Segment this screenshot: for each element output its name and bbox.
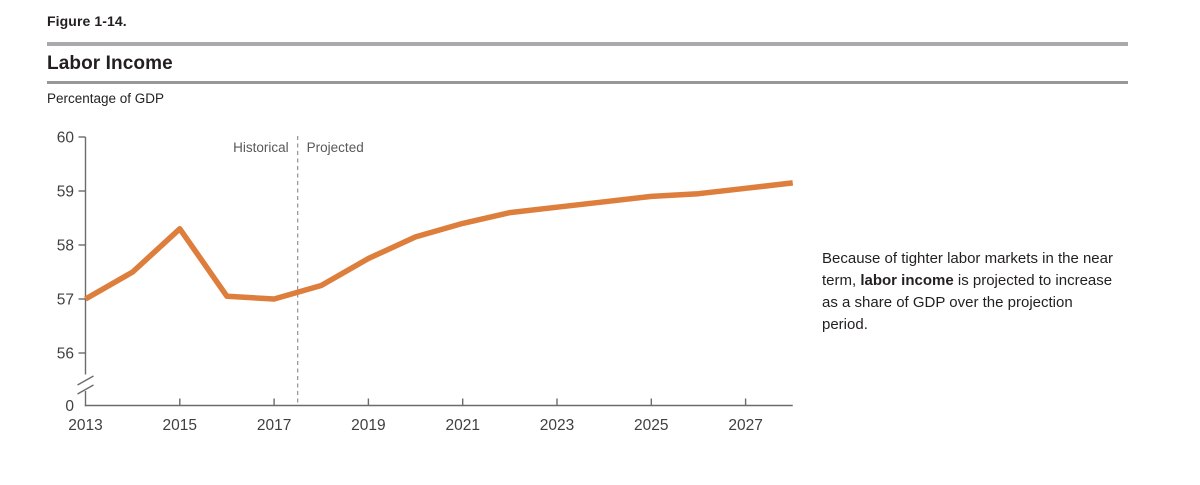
x-tick-label: 2017	[257, 417, 291, 434]
projected-label: Projected	[307, 140, 364, 155]
y-tick-label-zero: 0	[65, 398, 74, 415]
x-tick-label: 2021	[445, 417, 479, 434]
historical-projected-divider: Historical Projected	[233, 136, 364, 405]
x-tick-label: 2027	[728, 417, 762, 434]
y-axis-units-label: Percentage of GDP	[47, 91, 165, 106]
axis-break-slash	[77, 375, 94, 386]
y-tick-label: 57	[57, 292, 74, 309]
y-tick-label: 58	[57, 238, 74, 255]
annotation-note: Because of tighter labor markets in the …	[822, 248, 1116, 336]
x-tick-label: 2023	[540, 417, 574, 434]
y-tick-label: 60	[57, 130, 75, 147]
note-text-after: is projected to increase as a share of G…	[822, 272, 1113, 333]
axes	[77, 137, 793, 407]
y-tick-label: 59	[57, 184, 74, 201]
title-divider-rule	[47, 81, 1128, 84]
x-axis-ticks: 2013 2015 2017 2019 2021 2023 2025 2027	[68, 398, 763, 434]
axis-break-slash	[77, 384, 94, 395]
data-line	[84, 180, 794, 302]
figure-number-label: Figure 1-14.	[47, 13, 127, 29]
labor-income-series-line	[84, 180, 794, 302]
note-text-before: Because of tighter labor markets in the …	[822, 250, 1113, 289]
x-tick-label: 2013	[68, 417, 102, 434]
y-tick-label: 56	[57, 346, 74, 363]
figure-title: Labor Income	[47, 53, 173, 74]
top-divider-rule	[47, 42, 1128, 46]
x-tick-label: 2015	[163, 417, 197, 434]
y-axis-ticks: 56 57 58 59 60 0	[57, 130, 86, 415]
x-tick-label: 2025	[634, 417, 668, 434]
note-text-bold: labor income	[860, 272, 954, 289]
historical-label: Historical	[233, 140, 289, 155]
x-tick-label: 2019	[351, 417, 385, 434]
